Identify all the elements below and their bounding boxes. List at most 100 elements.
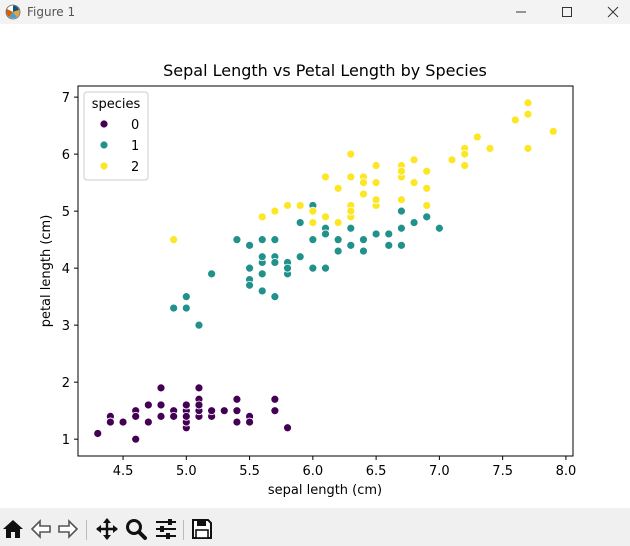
data-point — [397, 195, 406, 205]
data-point — [156, 383, 166, 393]
configure-subplots-icon — [156, 519, 176, 539]
data-point — [346, 206, 356, 216]
data-point — [156, 400, 166, 410]
data-point — [181, 400, 191, 410]
data-point — [434, 223, 444, 233]
forward-button[interactable] — [56, 517, 80, 541]
data-point — [371, 161, 381, 170]
x-axis-label: sepal length (cm) — [268, 483, 382, 498]
data-point — [333, 246, 343, 256]
home-button[interactable] — [1, 517, 25, 541]
minimize-button[interactable] — [498, 0, 544, 24]
save-button[interactable] — [190, 517, 214, 541]
data-point — [245, 240, 254, 250]
data-point — [283, 201, 292, 210]
home-icon — [3, 520, 23, 538]
data-point — [523, 98, 533, 108]
close-button[interactable] — [590, 0, 630, 24]
y-tick-label: 5 — [62, 205, 70, 220]
data-point — [270, 394, 280, 404]
x-tick-label: 4.5 — [113, 464, 134, 479]
chart-title: Sepal Length vs Petal Length by Species — [163, 61, 487, 80]
data-point — [346, 149, 356, 159]
data-point — [118, 417, 128, 427]
data-point — [219, 406, 229, 416]
x-axis-ticks: 4.5 5.0 5.5 6.0 6.5 7.0 7.5 8.0 — [113, 456, 577, 479]
navigation-toolbar — [0, 508, 630, 546]
data-point — [169, 303, 179, 313]
data-point — [523, 109, 533, 119]
x-tick-label: 7.5 — [492, 464, 513, 479]
legend-marker — [99, 161, 109, 171]
back-arrow-icon — [30, 519, 51, 539]
window-title-bar: Figure 1 — [0, 0, 630, 24]
matplotlib-logo-icon — [5, 4, 21, 20]
data-point — [257, 212, 267, 222]
data-point — [359, 178, 368, 188]
close-icon — [607, 6, 619, 18]
y-tick-label: 7 — [62, 91, 70, 106]
data-point — [105, 417, 115, 427]
pan-icon — [96, 518, 118, 540]
maximize-icon — [562, 7, 572, 17]
x-tick-label: 8.0 — [556, 464, 577, 479]
y-tick-label: 2 — [62, 376, 70, 391]
zoom-button[interactable] — [124, 517, 148, 541]
y-tick-label: 1 — [62, 433, 70, 448]
data-point — [321, 212, 330, 222]
data-point — [333, 183, 343, 193]
pan-button[interactable] — [95, 517, 119, 541]
data-point — [207, 406, 217, 416]
data-point — [207, 269, 217, 279]
data-point — [359, 235, 368, 245]
data-point — [485, 144, 495, 153]
data-point — [308, 235, 318, 245]
data-point — [270, 235, 280, 245]
data-point — [283, 263, 292, 273]
legend-label: 0 — [131, 118, 139, 133]
data-point — [371, 178, 381, 188]
data-point — [194, 320, 204, 330]
data-point — [169, 411, 179, 421]
data-point — [295, 252, 305, 262]
data-point — [409, 218, 419, 227]
legend-box — [83, 91, 149, 181]
data-point — [257, 235, 267, 245]
back-button[interactable] — [29, 517, 53, 541]
data-point — [283, 423, 292, 433]
data-point — [422, 201, 432, 210]
legend: species 0 1 2 — [83, 91, 149, 181]
data-point — [523, 144, 533, 153]
x-tick-label: 6.0 — [303, 464, 324, 479]
data-point — [257, 286, 267, 296]
data-point — [131, 411, 141, 421]
x-tick-label: 5.5 — [239, 464, 260, 479]
data-point — [181, 303, 191, 313]
data-point — [384, 240, 394, 250]
data-point — [371, 229, 381, 239]
data-point — [232, 235, 242, 245]
legend-marker — [99, 119, 109, 129]
data-point — [397, 166, 406, 176]
window-title: Figure 1 — [27, 5, 76, 19]
data-point — [422, 212, 432, 222]
data-points — [93, 98, 558, 444]
data-point — [321, 263, 330, 273]
data-point — [333, 218, 343, 227]
x-tick-label: 6.5 — [366, 464, 387, 479]
data-point — [232, 406, 242, 416]
data-point — [321, 172, 330, 182]
data-point — [333, 235, 343, 245]
maximize-button[interactable] — [544, 0, 590, 24]
data-point — [447, 155, 457, 165]
data-point — [257, 269, 267, 279]
y-axis-ticks: 1 2 3 4 5 6 7 — [62, 91, 78, 448]
data-point — [409, 178, 419, 188]
data-point — [295, 218, 305, 227]
data-point — [371, 195, 381, 205]
figure-canvas: Sepal Length vs Petal Length by Species … — [0, 24, 630, 508]
data-point — [346, 172, 356, 182]
scatter-chart: Sepal Length vs Petal Length by Species … — [39, 61, 577, 498]
configure-subplots-button[interactable] — [154, 517, 178, 541]
x-tick-label: 7.0 — [429, 464, 450, 479]
